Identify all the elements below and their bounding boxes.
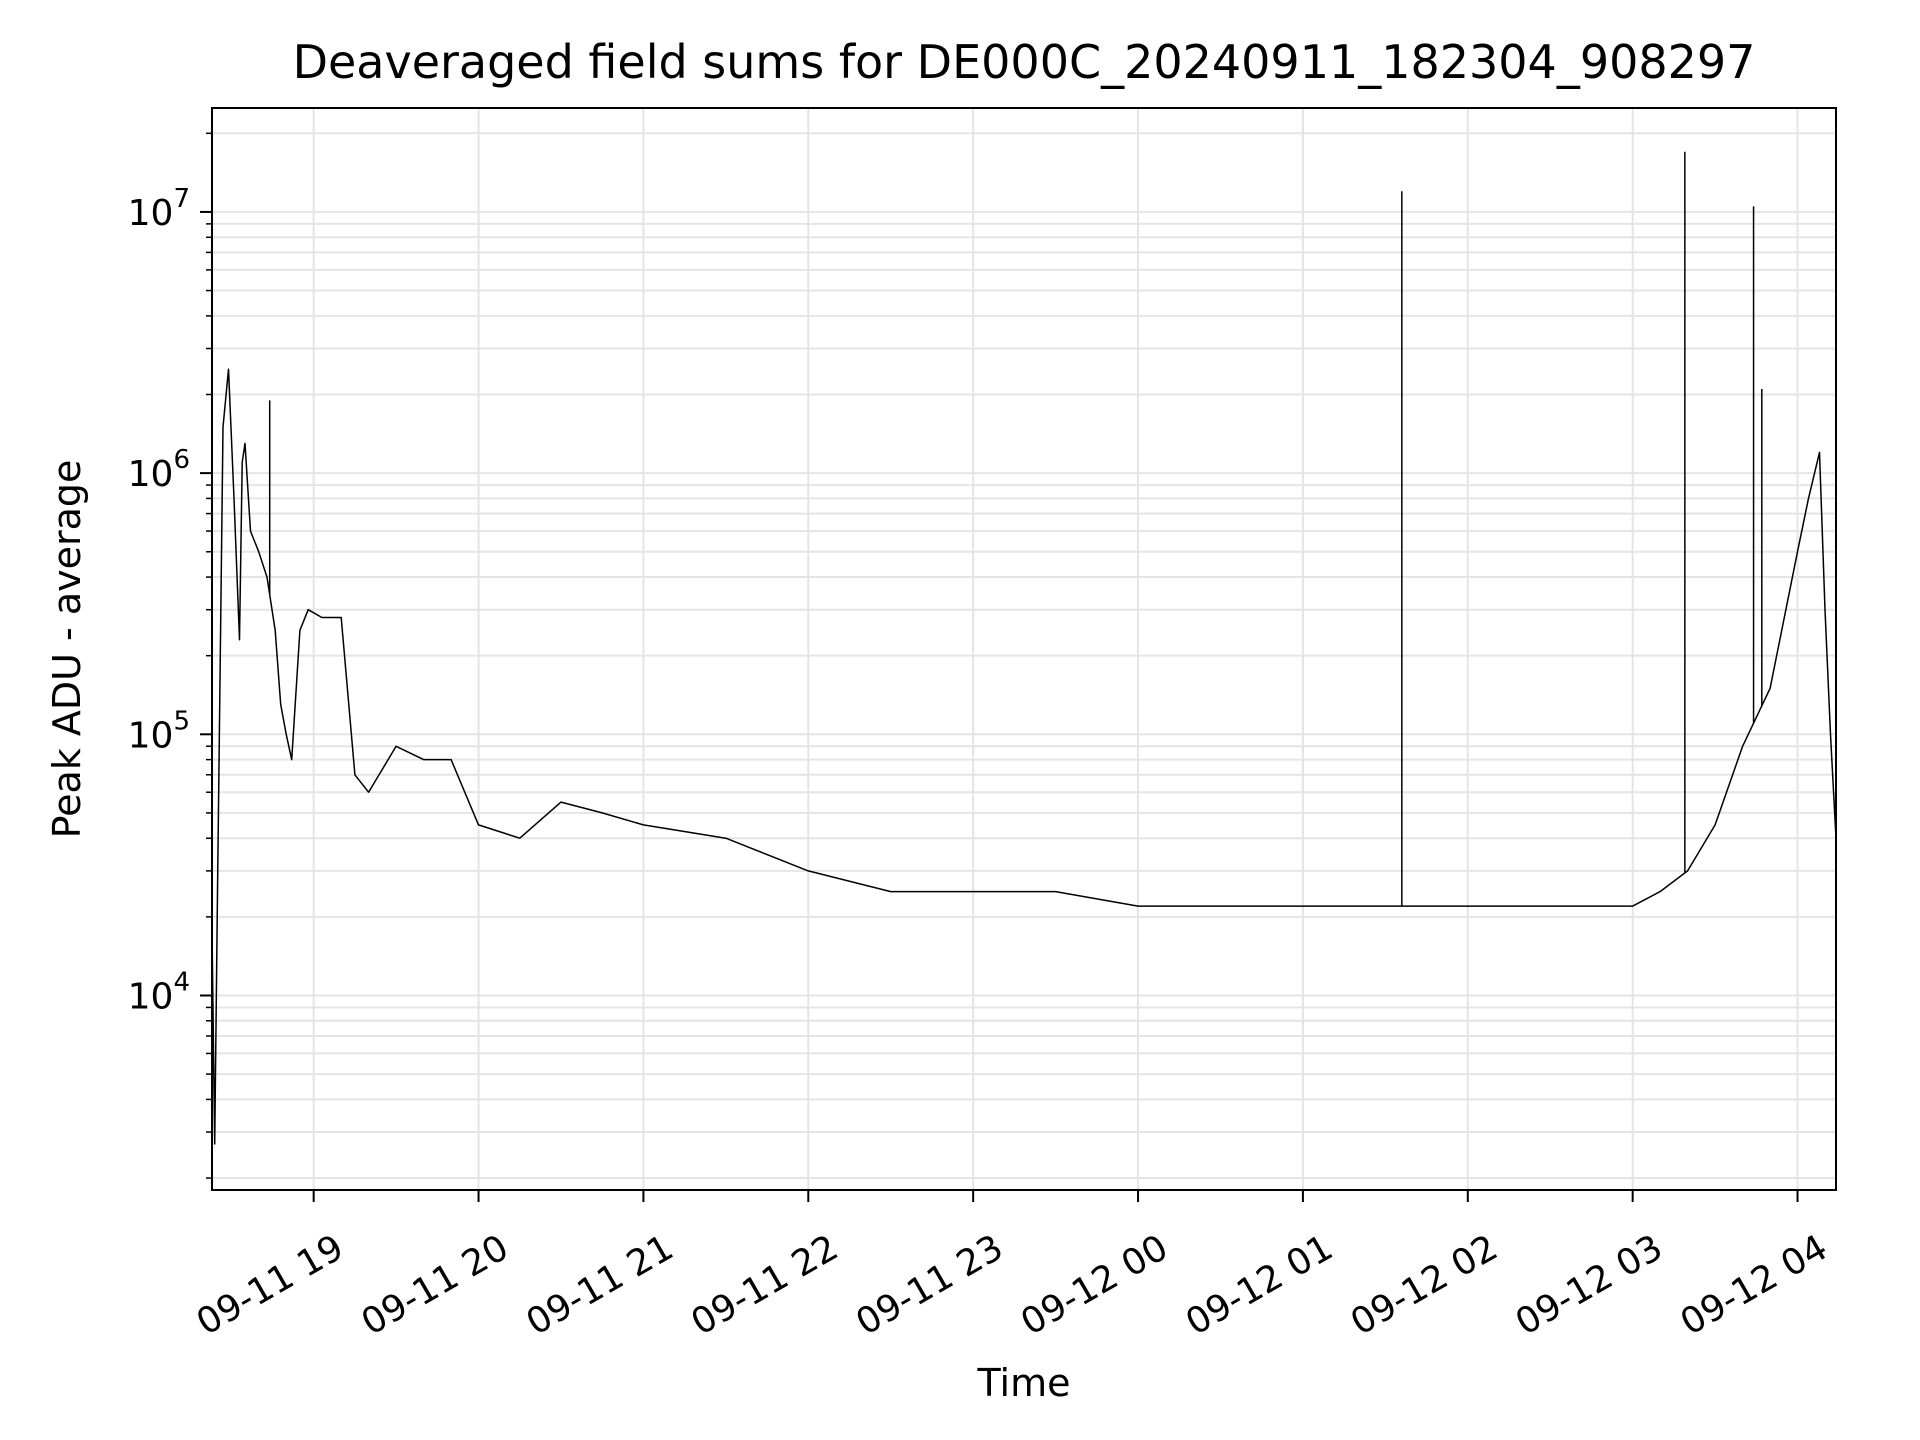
y-tick-label: 106 bbox=[128, 445, 190, 495]
y-tick-label: 104 bbox=[128, 967, 190, 1017]
grid-lines bbox=[212, 108, 1836, 1190]
y-tick-base: 10 bbox=[128, 976, 174, 1017]
y-tick-label: 107 bbox=[128, 184, 190, 234]
y-tick-exponent: 6 bbox=[173, 445, 190, 475]
data-layer bbox=[211, 151, 1837, 1145]
y-tick-label: 105 bbox=[128, 706, 190, 756]
series-line bbox=[211, 368, 1837, 1145]
y-axis-label: Peak ADU - average bbox=[45, 460, 89, 839]
plot-frame bbox=[211, 107, 1837, 1191]
y-tick-exponent: 4 bbox=[173, 967, 190, 997]
x-axis-label: Time bbox=[977, 1361, 1071, 1405]
chart-title: Deaveraged field sums for DE000C_2024091… bbox=[293, 35, 1756, 89]
y-tick-base: 10 bbox=[128, 454, 174, 495]
y-tick-exponent: 5 bbox=[173, 706, 190, 736]
y-tick-exponent: 7 bbox=[173, 184, 190, 214]
y-tick-base: 10 bbox=[128, 193, 174, 234]
y-tick-base: 10 bbox=[128, 715, 174, 756]
